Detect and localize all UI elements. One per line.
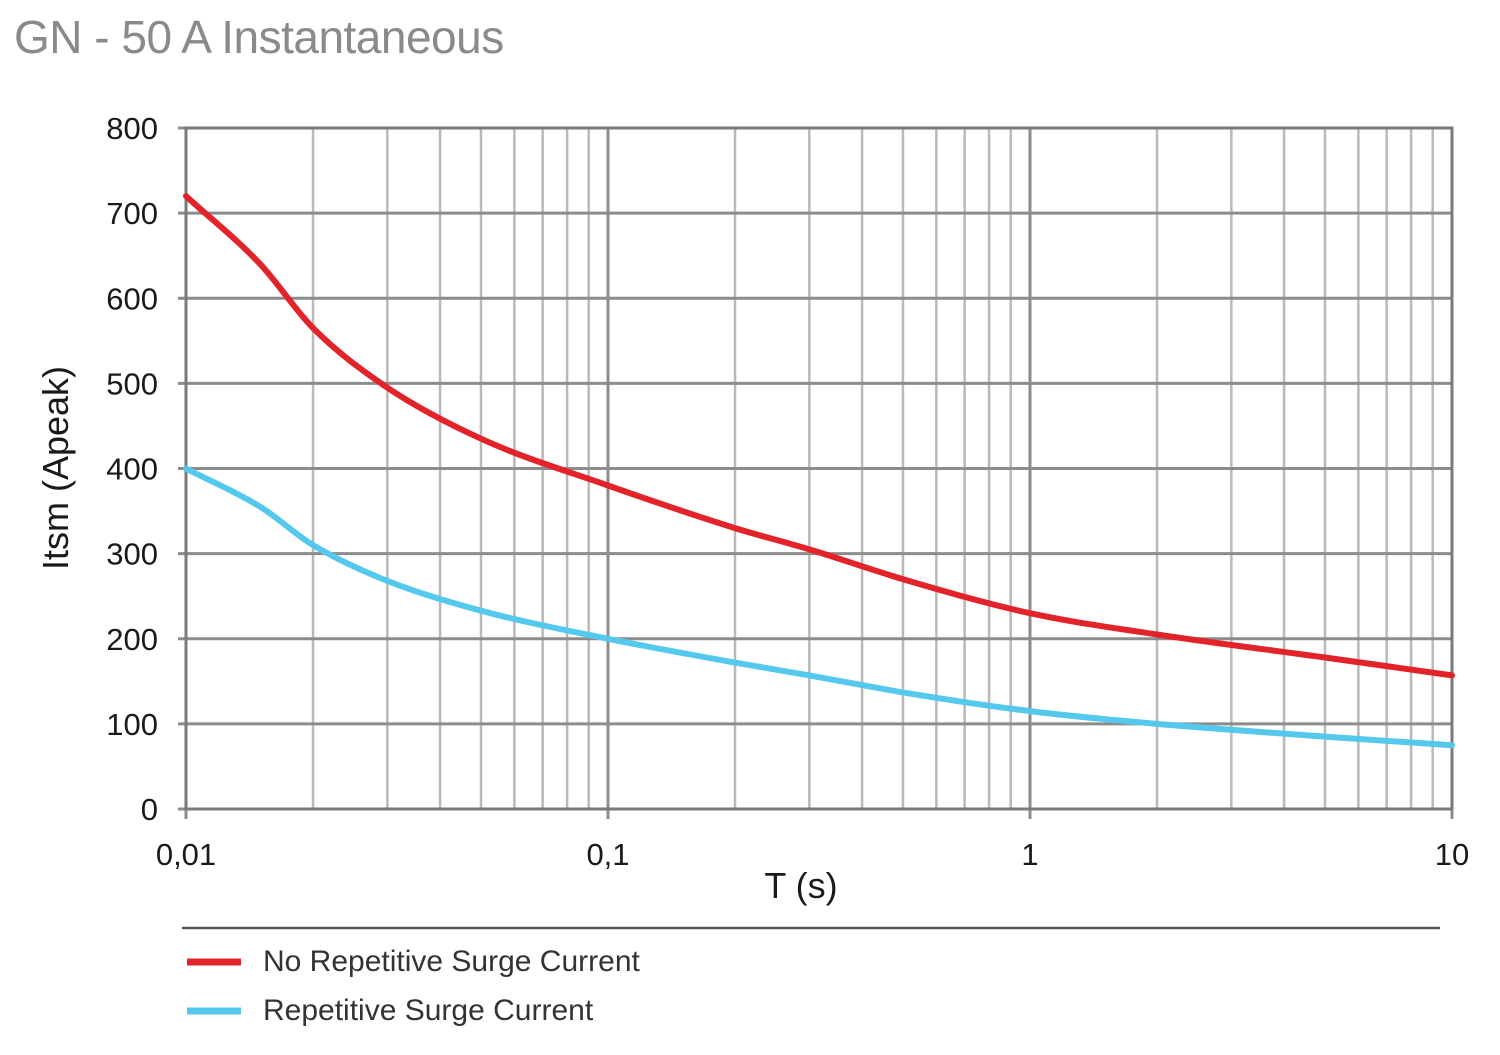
y-axis-label: Itsm (Apeak) <box>35 366 76 570</box>
y-tick-label: 700 <box>106 196 158 231</box>
y-tick-label: 600 <box>106 281 158 316</box>
grid <box>178 126 1454 819</box>
y-tick-label: 400 <box>106 452 158 487</box>
legend: No Repetitive Surge Current Repetitive Su… <box>187 945 641 1027</box>
x-tick-label: 1 <box>1021 837 1038 872</box>
y-tick-label: 200 <box>106 622 158 657</box>
series-line-no-repetitive <box>183 193 1455 679</box>
y-tick-label: 800 <box>106 111 158 146</box>
x-tick-label: 0,1 <box>586 837 629 872</box>
y-tick-label: 300 <box>106 537 158 572</box>
legend-label: No Repetitive Surge Current <box>263 945 641 978</box>
y-tick-label: 100 <box>106 707 158 742</box>
series-lines <box>183 193 1455 749</box>
y-tick-label: 500 <box>106 366 158 401</box>
x-tick-label: 10 <box>1435 837 1469 872</box>
chart-title: GN - 50 A Instantaneous <box>14 11 504 63</box>
legend-label: Repetitive Surge Current <box>263 994 594 1027</box>
y-tick-label: 0 <box>141 792 158 827</box>
x-axis-label: T (s) <box>764 865 837 906</box>
x-tick-label: 0,01 <box>156 837 216 872</box>
series-line-repetitive <box>183 465 1455 749</box>
